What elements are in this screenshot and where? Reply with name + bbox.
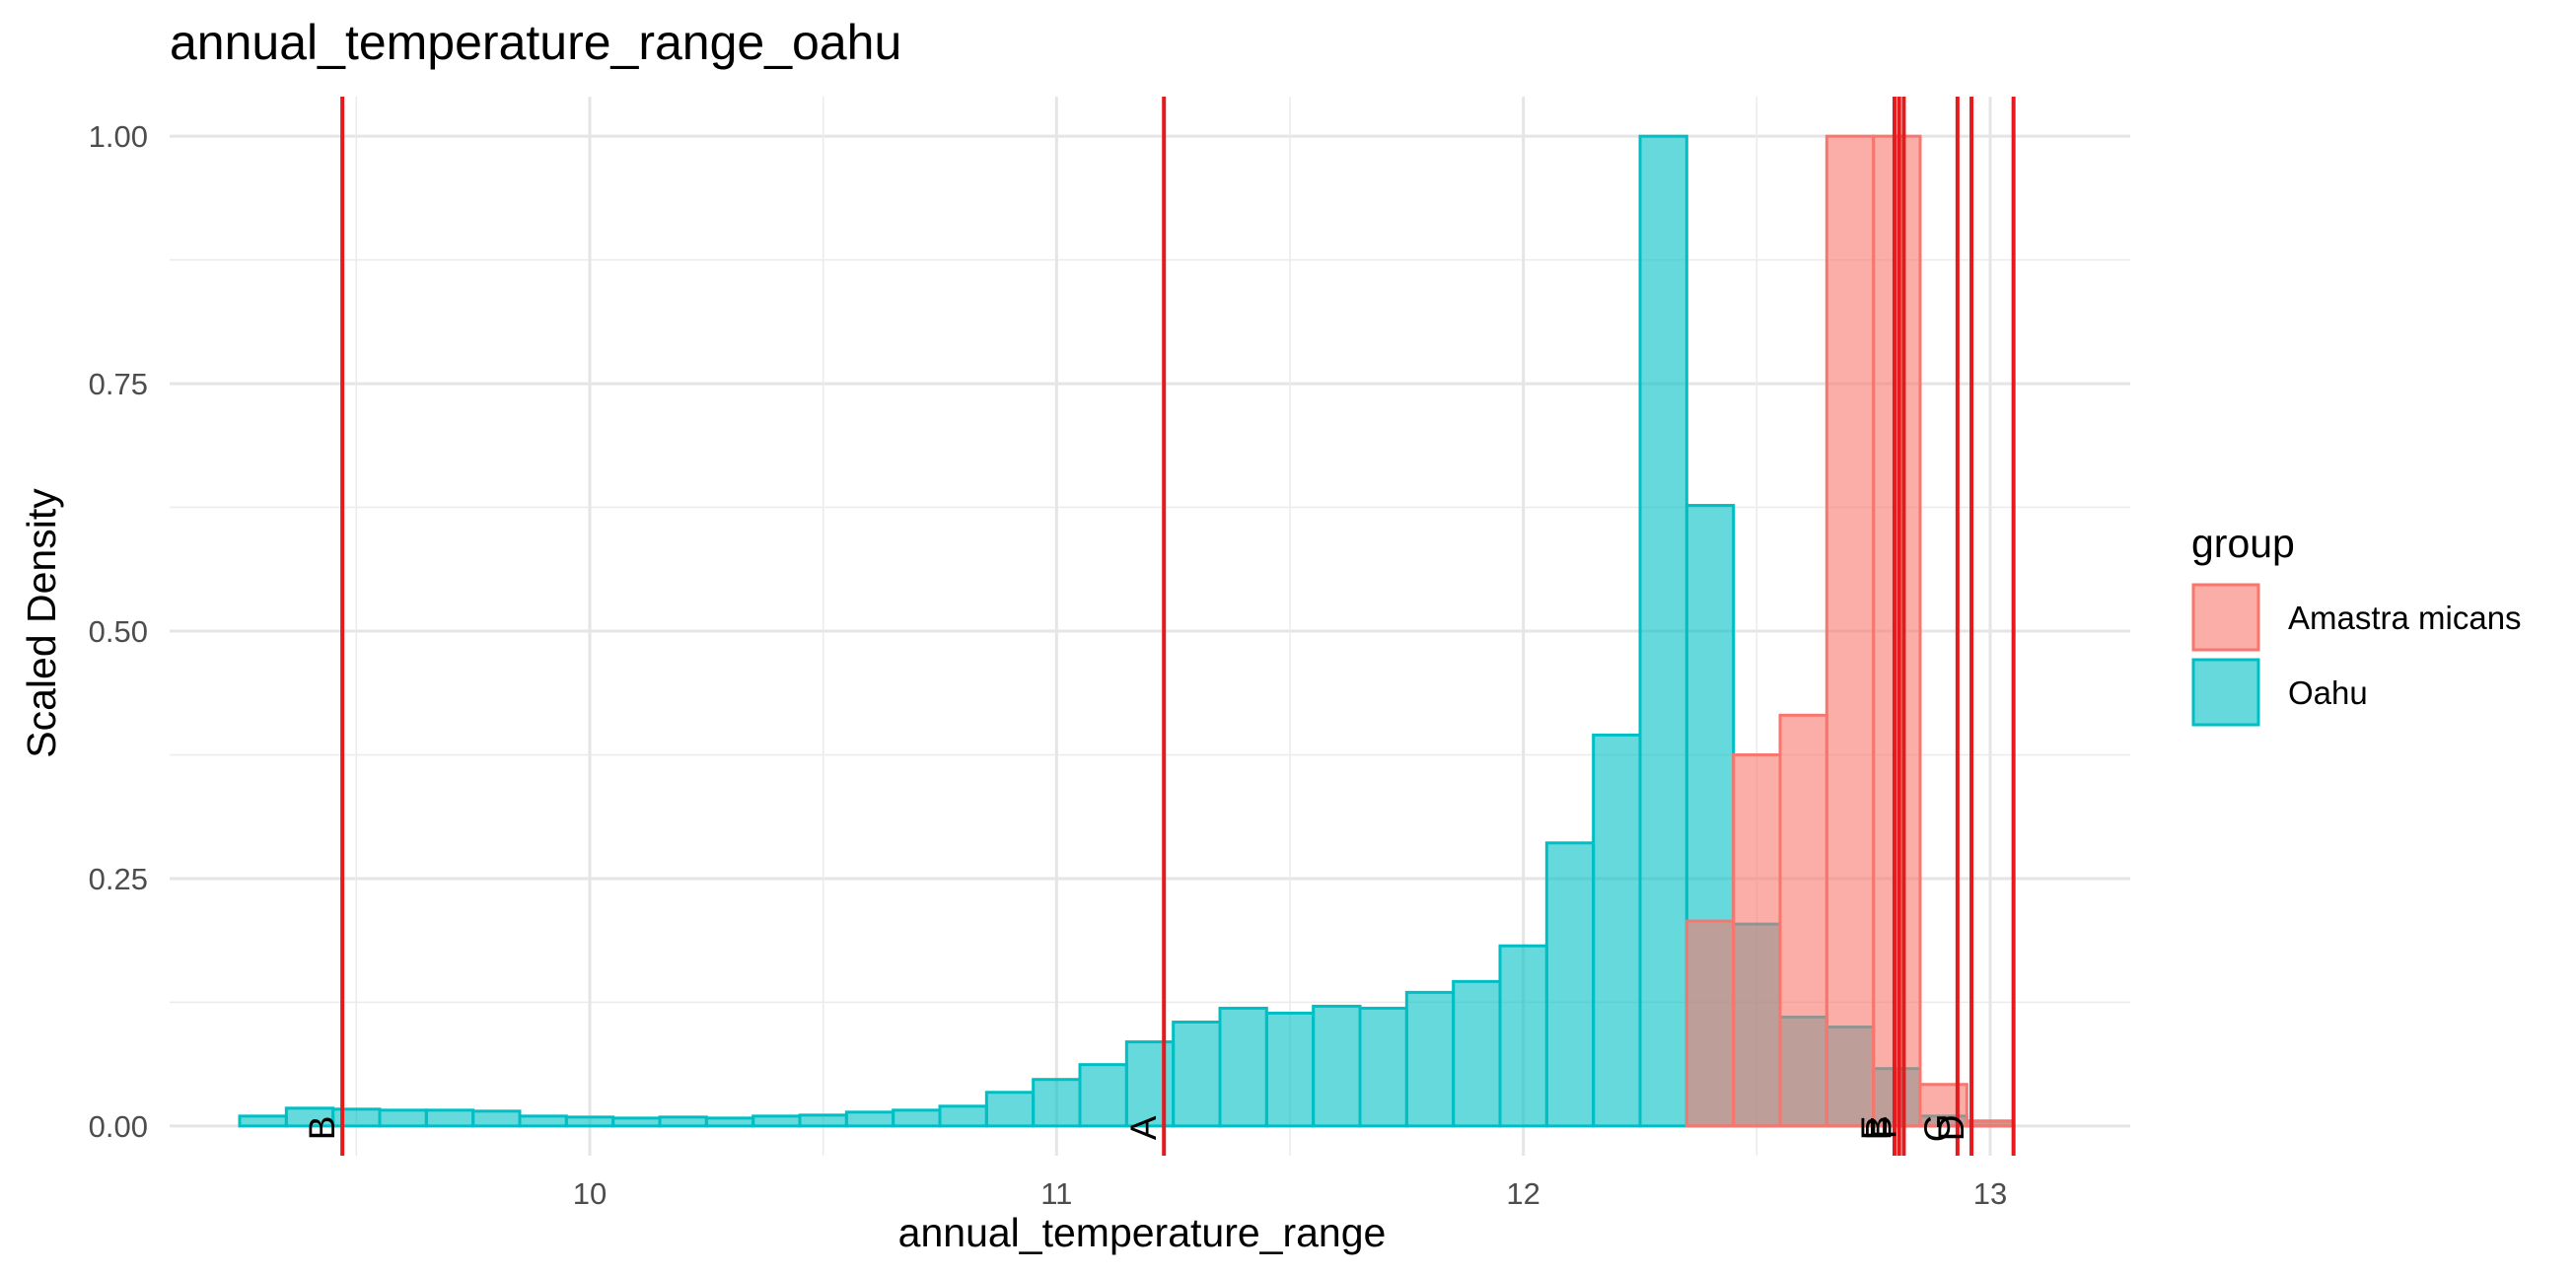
- reference-line-label: B: [1859, 1116, 1899, 1141]
- histogram-bar: [658, 1115, 708, 1128]
- histogram-bar: [1825, 134, 1876, 1128]
- histogram-bar: [564, 1115, 615, 1128]
- legend-title: group: [2191, 521, 2295, 566]
- histogram-bar: [844, 1110, 895, 1128]
- legend: group Amastra micans Oahu: [2191, 521, 2522, 727]
- y-tick-label: 1.00: [89, 119, 148, 154]
- histogram-bar: [611, 1116, 662, 1128]
- y-tick-label: 0.75: [89, 367, 148, 401]
- histogram-bar: [1124, 1040, 1176, 1128]
- histogram-bar: [1592, 733, 1642, 1128]
- histogram-bar: [984, 1091, 1036, 1128]
- histogram-bar: [1872, 134, 1922, 1128]
- legend-key-oahu: [2191, 658, 2260, 727]
- legend-label-amastra-micans: Amastra micans: [2288, 600, 2522, 636]
- reference-line-label: E: [1854, 1116, 1895, 1141]
- x-axis-title: annual_temperature_range: [898, 1210, 1387, 1255]
- histogram-bar: [1498, 944, 1548, 1128]
- x-axis-ticks: 10 11 12 13: [573, 1176, 2007, 1211]
- y-axis-title: Scaled Density: [19, 488, 64, 758]
- histogram-bar: [1032, 1078, 1082, 1128]
- x-tick-label: 13: [1973, 1176, 2007, 1211]
- histogram-bar: [1218, 1006, 1268, 1128]
- y-axis-ticks: 0.00 0.25 0.50 0.75 1.00: [89, 119, 148, 1144]
- reference-line-label: F: [1863, 1117, 1903, 1140]
- x-tick-label: 12: [1506, 1176, 1539, 1211]
- histogram-bar: [1404, 990, 1456, 1128]
- histogram-bar: [1965, 1119, 2016, 1128]
- histogram-bar: [1638, 134, 1688, 1128]
- y-tick-label: 0.00: [89, 1109, 148, 1144]
- histogram-bar: [751, 1114, 802, 1128]
- histogram-bar: [238, 1114, 288, 1128]
- histogram-bar: [1358, 1006, 1408, 1128]
- x-tick-label: 11: [1040, 1176, 1072, 1211]
- reference-line-label: G: [1917, 1113, 1958, 1142]
- histogram-bar: [1778, 713, 1828, 1128]
- histogram-bar: [378, 1108, 428, 1128]
- histogram-bar: [1544, 841, 1596, 1128]
- histogram-bar: [1452, 979, 1502, 1128]
- y-tick-label: 0.50: [89, 614, 148, 649]
- histogram-bar: [892, 1108, 942, 1128]
- histogram-bar: [1732, 752, 1782, 1128]
- x-tick-label: 10: [573, 1176, 607, 1211]
- histogram-bar: [518, 1114, 568, 1128]
- reference-line-label: A: [1123, 1115, 1164, 1140]
- histogram-bar: [938, 1104, 988, 1128]
- histogram-bar: [1264, 1011, 1316, 1128]
- legend-label-oahu: Oahu: [2288, 674, 2368, 711]
- histogram-bar: [1078, 1063, 1128, 1128]
- histogram-bar: [471, 1109, 522, 1128]
- histogram-bar: [1684, 919, 1736, 1128]
- y-tick-label: 0.25: [89, 862, 148, 896]
- series-amastra-micans: [1684, 134, 2016, 1128]
- reference-lines: B A EBF GD: [302, 97, 2016, 1156]
- chart-title: annual_temperature_range_oahu: [170, 15, 901, 70]
- reference-line-label: B: [302, 1116, 342, 1141]
- histogram-bar: [704, 1116, 755, 1128]
- legend-key-amastra-micans: [2191, 583, 2260, 652]
- histogram-bar: [1312, 1004, 1362, 1128]
- histogram-bar: [798, 1113, 848, 1128]
- reference-line-label: D: [1931, 1115, 1971, 1142]
- histogram-bar: [1172, 1020, 1222, 1128]
- histogram-bar: [424, 1108, 475, 1128]
